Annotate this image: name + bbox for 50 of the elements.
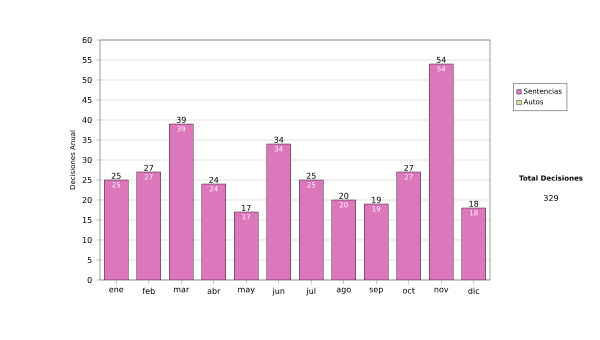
- total-label: 18: [470, 200, 478, 207]
- bar: [429, 64, 454, 280]
- bar: [169, 124, 194, 280]
- y-tick-label: 20: [82, 196, 92, 204]
- y-tick-label: 60: [82, 36, 92, 44]
- y-tick-label: 45: [82, 97, 92, 103]
- total-label: 54: [436, 56, 446, 63]
- total-label: 20: [339, 192, 348, 199]
- total-label: 19: [372, 196, 381, 203]
- bar: [462, 208, 486, 280]
- text: 329: [544, 194, 558, 202]
- y-tick-label: 35: [82, 136, 92, 144]
- bar: [266, 144, 291, 280]
- x-tick-label: ene: [109, 288, 124, 292]
- bar: [332, 200, 356, 280]
- bar: [202, 184, 226, 280]
- x-tick-label: ago: [336, 288, 351, 294]
- y-tick-label: 15: [82, 217, 92, 223]
- y-tick-label: 0: [88, 276, 92, 284]
- total-label: 34: [274, 136, 284, 143]
- x-tick-label: mar: [174, 288, 190, 292]
- y-tick-label: 40: [82, 116, 92, 124]
- x-tick-label: jun: [272, 288, 284, 296]
- bar: [104, 180, 128, 280]
- total-label: 25: [306, 172, 316, 179]
- y-tick-label: 10: [82, 236, 92, 244]
- bar: [136, 172, 161, 280]
- y-tick-label: 50: [82, 76, 92, 84]
- x-tick-label: sep: [370, 288, 383, 294]
- x-tick-label: abr: [208, 288, 220, 294]
- y-tick-label: 55: [82, 57, 92, 63]
- x-tick-label: nov: [434, 288, 448, 292]
- bar: [299, 180, 324, 280]
- total-label: 27: [404, 164, 414, 171]
- x-tick-label: jul: [306, 288, 316, 296]
- total-label: 25: [112, 172, 121, 179]
- x-tick-label: may: [238, 288, 255, 294]
- y-tick-label: 30: [82, 156, 92, 164]
- y-tick-label: 5: [88, 257, 92, 263]
- bar: [364, 204, 388, 280]
- x-tick-label: oct: [402, 288, 415, 294]
- total-label: 27: [144, 164, 154, 171]
- x-tick-label: dic: [468, 288, 480, 294]
- bar: [234, 212, 258, 280]
- x-tick-label: feb: [142, 288, 155, 294]
- total-label: 24: [209, 176, 218, 183]
- total-label: 39: [176, 116, 186, 123]
- bar: [396, 172, 421, 280]
- total-label: 17: [242, 204, 251, 211]
- y-tick-label: 25: [82, 176, 92, 184]
